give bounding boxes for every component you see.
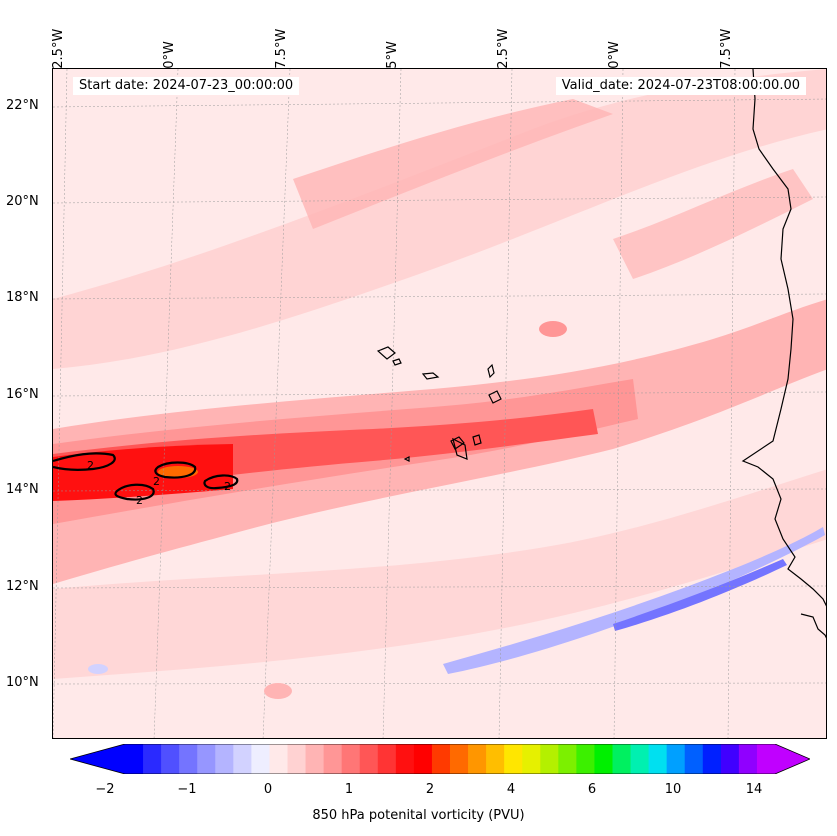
island-fogo <box>450 436 465 450</box>
colorbar-bin <box>648 744 668 774</box>
pv-contour-2 <box>154 461 197 479</box>
colorbar-bin <box>233 744 252 774</box>
island-maio <box>472 434 482 446</box>
colorbar-bin <box>179 744 198 774</box>
valid-date-label: Valid_date: 2024-07-23T08:00:00.00 <box>555 77 806 95</box>
colorbar-bin <box>486 744 505 774</box>
colorbar-bin <box>323 744 343 774</box>
colorbar-bin <box>395 744 415 774</box>
cbar-tick-neg2: −2 <box>95 782 115 797</box>
colorbar-bin <box>125 744 144 774</box>
colorbar-bin <box>756 744 776 774</box>
pv-band-north <box>53 69 826 369</box>
contour-label-4: 2 <box>224 480 231 493</box>
cbar-tick-neg1: −1 <box>177 782 197 797</box>
colorbar-bin <box>215 744 234 774</box>
colorbar-bin <box>684 744 704 774</box>
neg-pv-core <box>613 559 787 631</box>
cbar-tick-14: 14 <box>745 782 763 797</box>
colorbar-bin <box>287 744 307 774</box>
colorbar-bin <box>612 744 632 774</box>
pv-band-north-core <box>293 99 613 229</box>
colorbar-bin <box>161 744 180 774</box>
pv-patch-southwest <box>264 683 292 699</box>
colorbar-bin <box>558 744 577 774</box>
lat-label-10n: 10°N <box>6 675 39 690</box>
lat-label-12n: 12°N <box>6 579 39 594</box>
colorbar-bin <box>377 744 397 774</box>
start-date-label: Start date: 2024-07-23_00:00:00 <box>73 77 300 95</box>
colorbar-bin <box>630 744 650 774</box>
colorbar-bin <box>450 744 469 774</box>
colorbar-bin <box>413 744 433 774</box>
colorbar-bin <box>738 744 758 774</box>
neg-pv-patch-west <box>88 664 108 674</box>
pv-patch-central <box>539 321 567 337</box>
lat-label-14n: 14°N <box>6 482 39 497</box>
contour-label-2: 2 <box>153 475 160 488</box>
colorbar-bin <box>504 744 523 774</box>
colorbar-bin <box>702 744 722 774</box>
pv-contour-1 <box>53 452 116 471</box>
pv-band-south <box>53 469 826 679</box>
colorbar-label: 850 hPa potenital vorticity (PVU) <box>312 808 525 823</box>
pv-field-map: 2 2 2 2 <box>53 69 826 738</box>
colorbar-bin <box>269 744 288 774</box>
pv-contour-labels: 2 2 2 2 <box>87 459 231 507</box>
map-panel: 2 2 2 2 Start date: 2024-07-23_00:00:00 … <box>52 68 827 739</box>
colorbar-bin <box>468 744 487 774</box>
colorbar-bin <box>594 744 613 774</box>
pv-streak-core <box>53 444 233 501</box>
guinea-bissau-coast <box>800 613 826 639</box>
colorbar <box>70 744 810 774</box>
colorbar-max-arrow <box>775 744 810 774</box>
lat-label-20n: 20°N <box>6 194 39 209</box>
colorbar-bin <box>359 744 379 774</box>
cbar-tick-1: 1 <box>344 782 354 797</box>
african-coastline <box>741 69 826 607</box>
island-brava <box>403 456 410 462</box>
colorbar-bin <box>341 744 361 774</box>
contour-label-3: 2 <box>136 494 143 507</box>
cbar-tick-4: 4 <box>506 782 516 797</box>
pv-2-contours <box>53 452 239 501</box>
colorbar-bin <box>540 744 559 774</box>
pv-band-northeast <box>613 169 813 279</box>
colorbar-bin <box>720 744 740 774</box>
colorbar-bin <box>305 744 325 774</box>
cape-verde-islands <box>376 346 502 462</box>
colorbar-bin <box>197 744 216 774</box>
pv-contour-4 <box>203 474 239 490</box>
colorbar-bin <box>522 744 541 774</box>
island-sao-vicente <box>392 358 402 366</box>
colorbar-bin <box>251 744 270 774</box>
colorbar-bin <box>666 744 686 774</box>
colorbar-bin <box>576 744 595 774</box>
island-sao-nicolau <box>421 372 440 380</box>
colorbar-min-arrow <box>70 744 125 774</box>
island-santo-antao <box>376 346 396 360</box>
island-santiago <box>452 437 468 460</box>
colorbar-bin <box>431 744 451 774</box>
lat-label-16n: 16°N <box>6 387 39 402</box>
contour-label-1: 2 <box>87 459 94 472</box>
lat-label-18n: 18°N <box>6 290 39 305</box>
cbar-tick-0: 0 <box>263 782 273 797</box>
island-boa-vista <box>488 390 502 404</box>
cbar-tick-10: 10 <box>664 782 682 797</box>
neg-pv-streak <box>443 527 825 674</box>
gridlines <box>53 69 826 738</box>
cbar-tick-2: 2 <box>425 782 435 797</box>
cbar-tick-6: 6 <box>587 782 597 797</box>
pv-contour-3 <box>114 483 155 501</box>
island-sal <box>487 363 495 379</box>
colorbar-bin <box>143 744 162 774</box>
lat-label-22n: 22°N <box>6 98 39 113</box>
